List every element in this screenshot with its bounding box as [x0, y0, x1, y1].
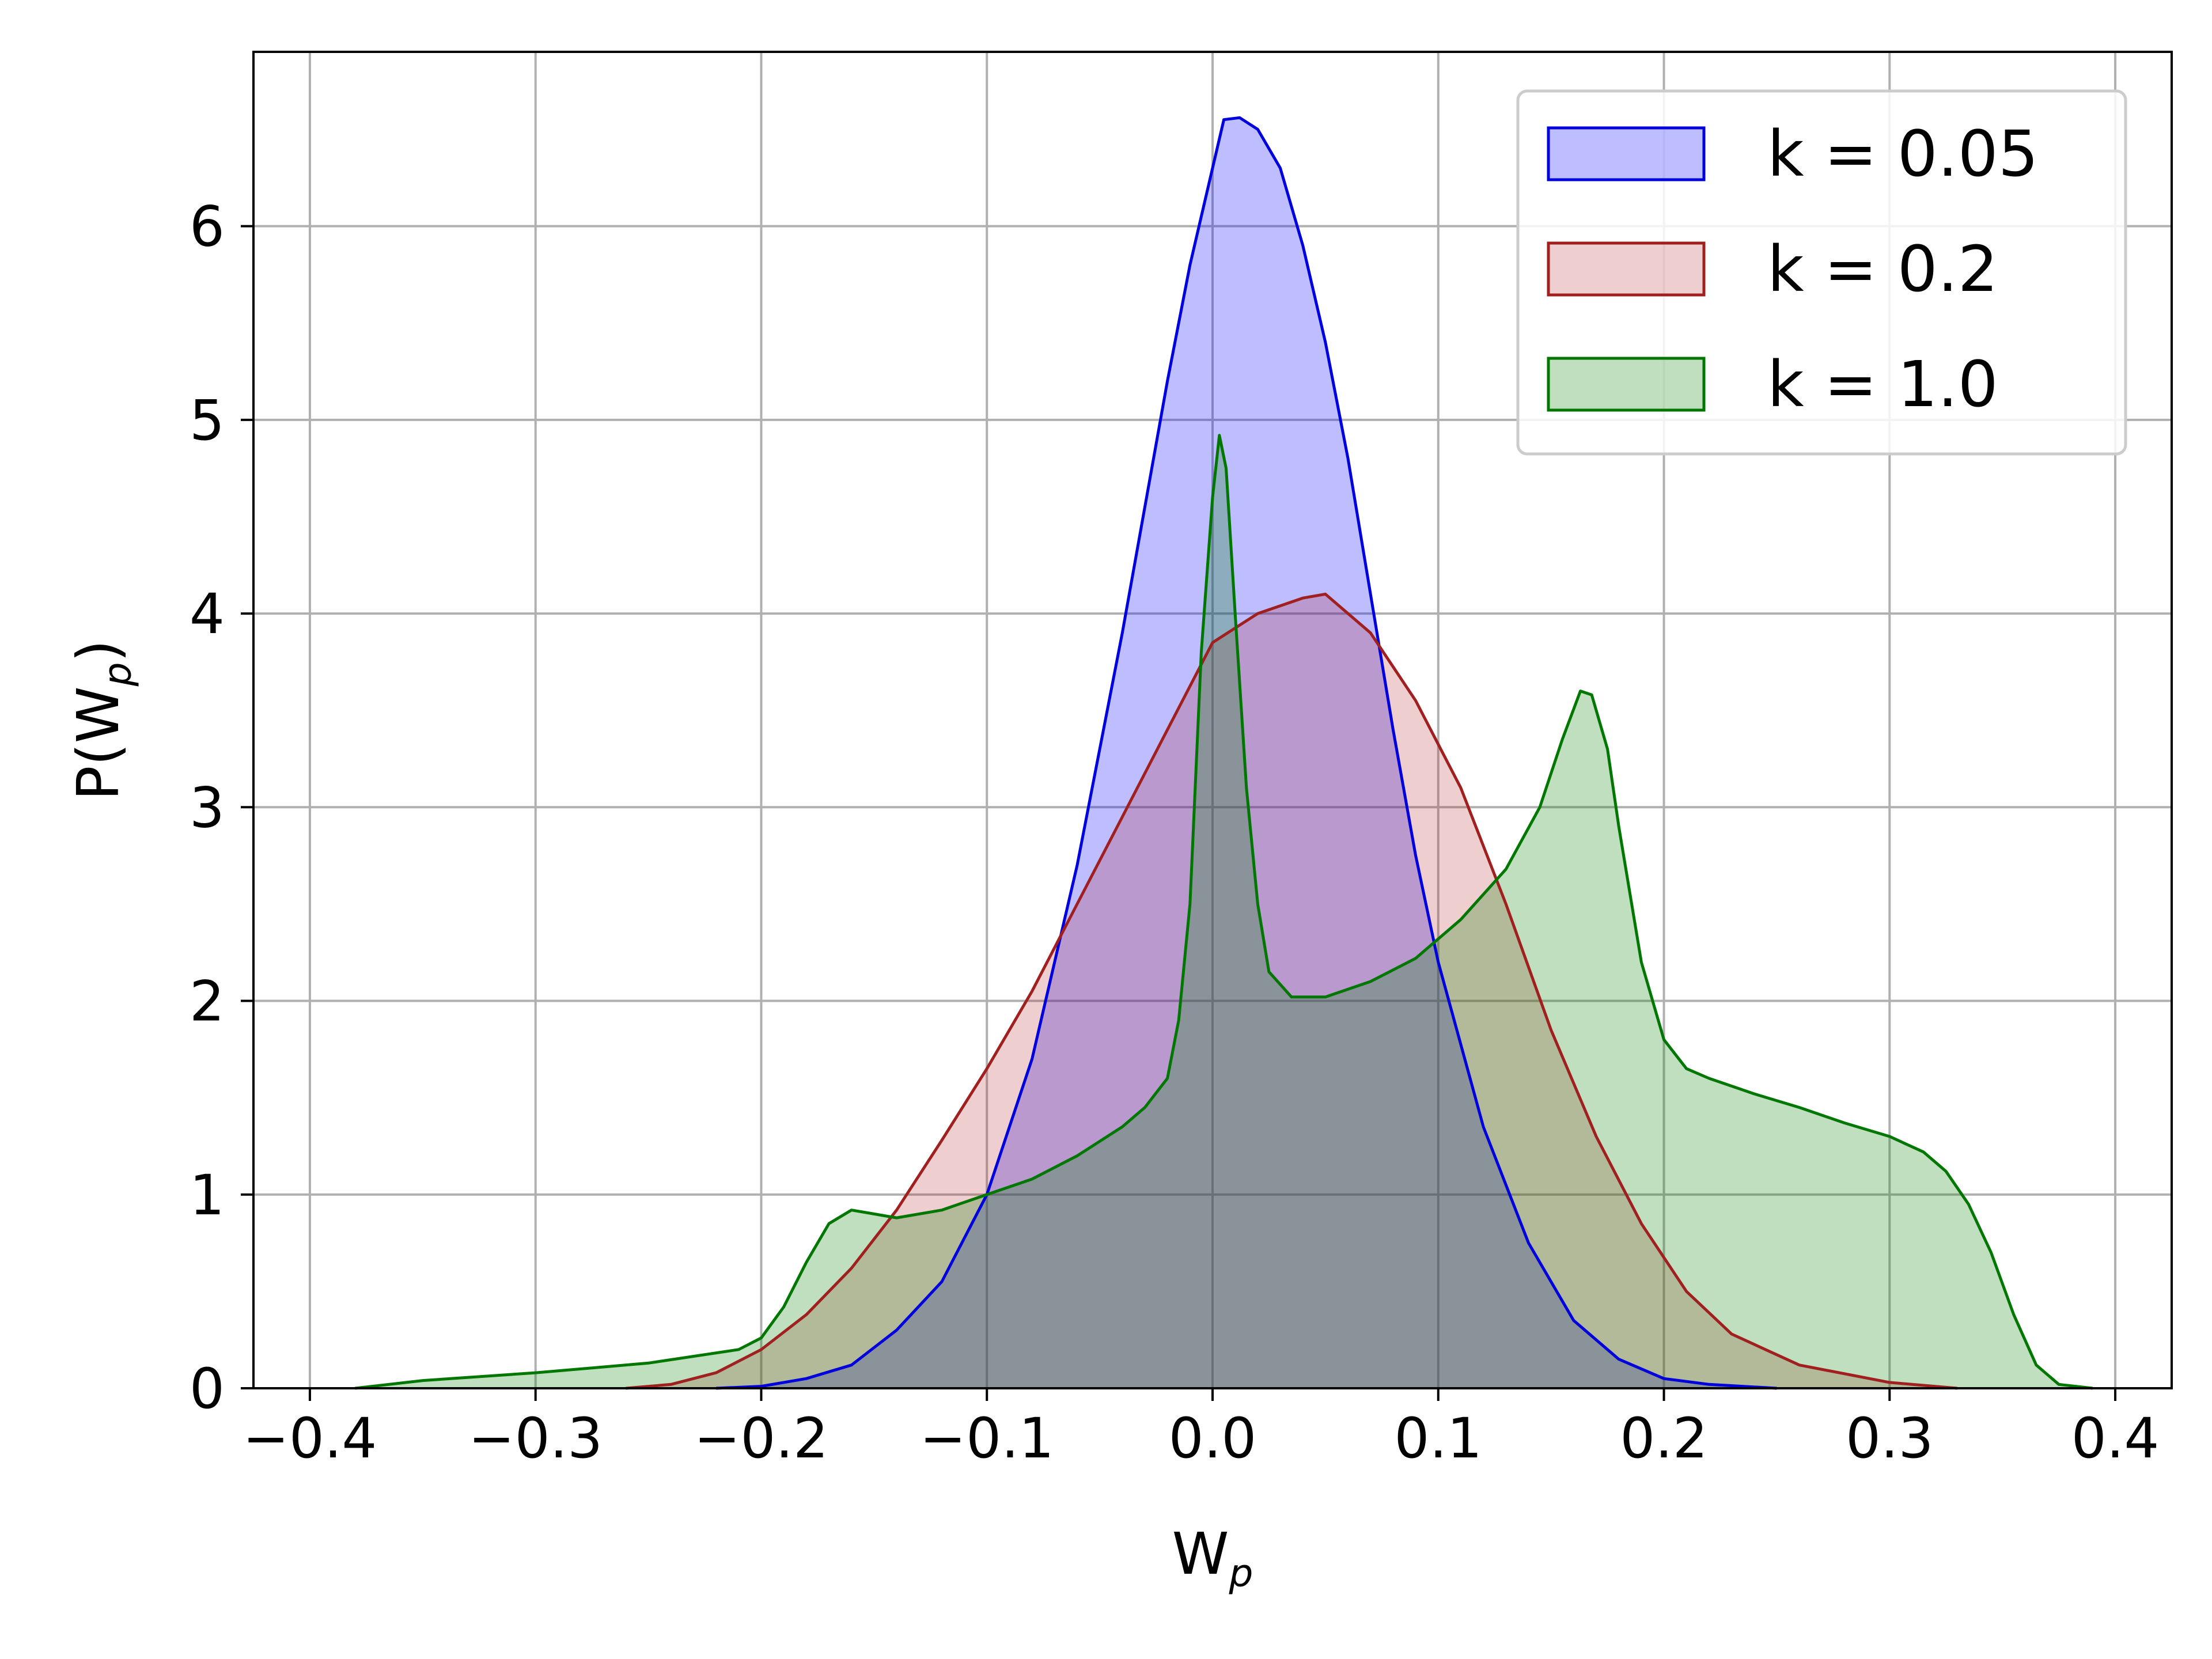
y-axis-label-close: ) — [65, 639, 132, 662]
x-tick-label: −0.1 — [920, 1406, 1054, 1471]
x-tick-label: 0.0 — [1169, 1406, 1257, 1471]
x-axis-ticks: −0.4 −0.3 −0.2 −0.1 0.0 0.1 0.2 0.3 0.4 — [243, 1388, 2159, 1471]
area-line-series-2 — [355, 434, 2093, 1390]
area-fill-series-2 — [355, 435, 2093, 1389]
y-tick-label: 6 — [190, 195, 225, 259]
x-tick-label: 0.2 — [1620, 1406, 1708, 1471]
data-areas — [355, 116, 2093, 1390]
area-fill-series-1 — [626, 594, 1957, 1388]
x-tick-label: −0.3 — [468, 1406, 603, 1471]
x-tick-label: −0.4 — [243, 1406, 377, 1471]
legend-swatch — [1547, 357, 1706, 412]
y-tick-label: 2 — [190, 969, 225, 1034]
y-axis-label: P(Wp) — [65, 639, 140, 800]
y-tick-label: 4 — [190, 582, 225, 646]
legend: k = 0.05 k = 0.2 k = 1.0 — [1516, 89, 2127, 456]
area-line-series-1 — [626, 592, 1958, 1390]
x-axis-label-main: W — [1172, 1520, 1229, 1588]
y-tick-label: 5 — [190, 388, 225, 453]
x-tick-label: 0.1 — [1394, 1406, 1482, 1471]
y-axis-label-subscript: p — [96, 662, 140, 687]
legend-label: k = 1.0 — [1767, 347, 1998, 421]
area-fill-series-0 — [716, 118, 1777, 1388]
legend-items: k = 0.05 k = 0.2 k = 1.0 — [1547, 117, 2039, 421]
y-axis-label-main: P(W — [65, 686, 132, 800]
legend-label: k = 0.2 — [1767, 232, 1998, 306]
area-line-series-0 — [715, 116, 1777, 1390]
legend-swatch — [1547, 241, 1706, 297]
y-tick-label: 0 — [190, 1357, 225, 1421]
x-axis-label: Wp — [1172, 1520, 1253, 1596]
y-tick-label: 3 — [190, 775, 225, 840]
legend-label: k = 0.05 — [1767, 117, 2039, 191]
y-tick-label: 1 — [190, 1163, 225, 1228]
x-axis-label-subscript: p — [1228, 1551, 1253, 1596]
legend-swatch — [1547, 126, 1706, 181]
y-axis-ticks: 0 1 2 3 4 5 6 — [190, 195, 253, 1421]
x-tick-label: −0.2 — [694, 1406, 828, 1471]
x-tick-label: 0.3 — [1846, 1406, 1934, 1471]
x-tick-label: 0.4 — [2071, 1406, 2160, 1471]
legend-box — [1516, 89, 2127, 456]
